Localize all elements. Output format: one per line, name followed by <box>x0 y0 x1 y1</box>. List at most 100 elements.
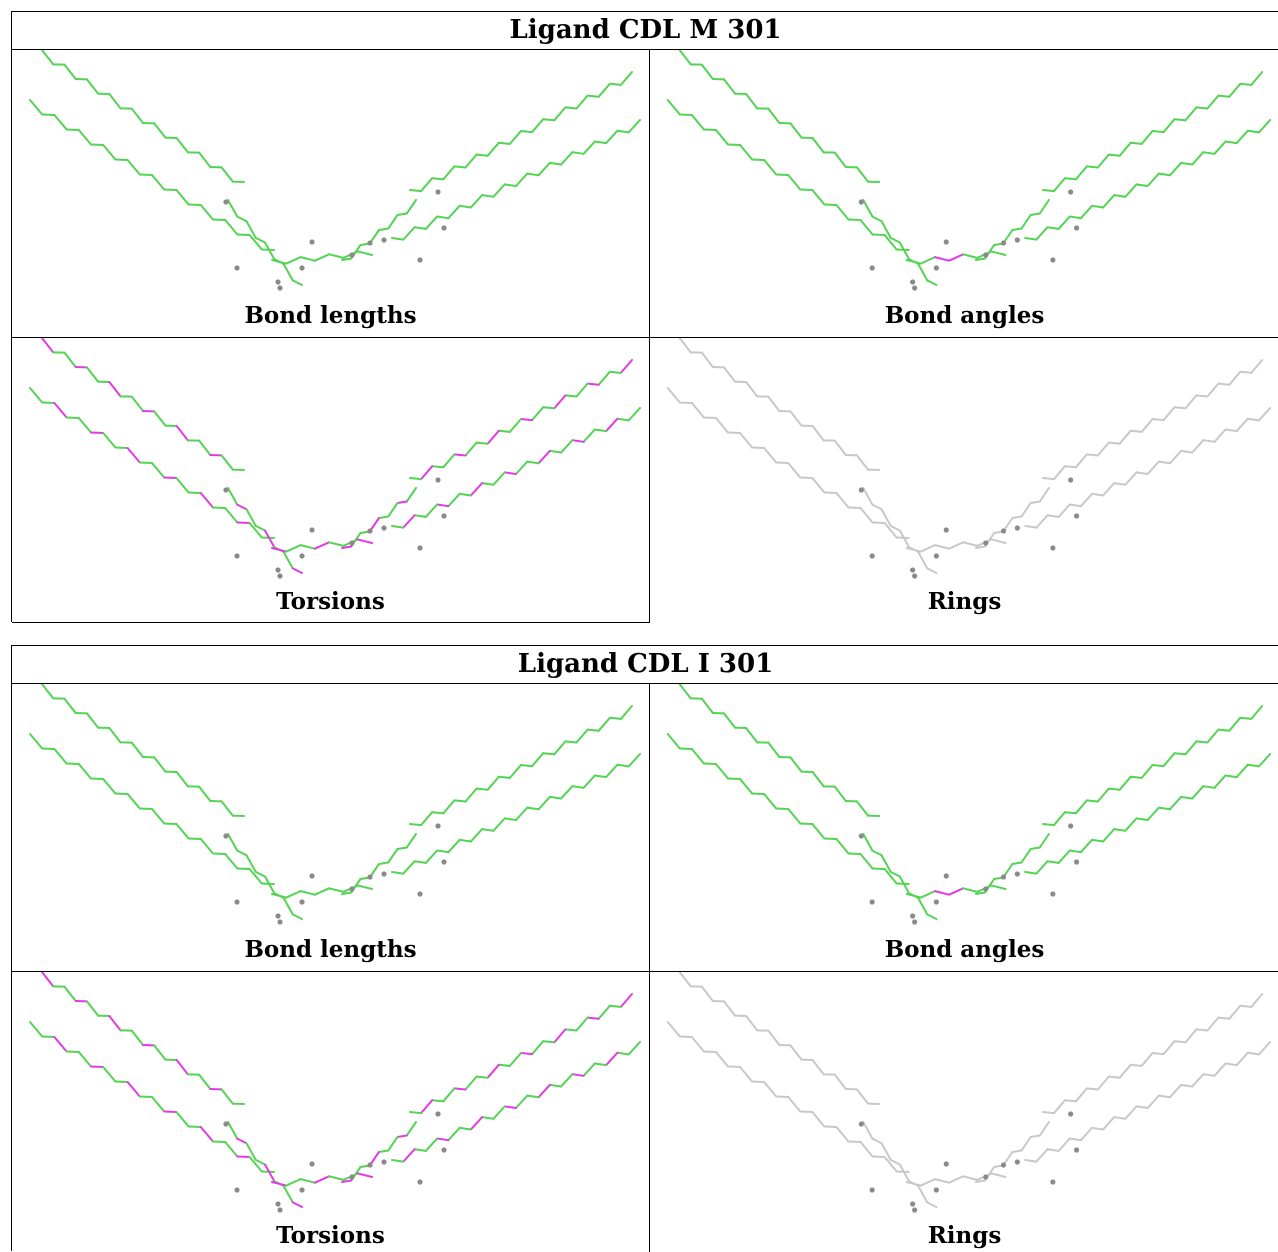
bond-line <box>1248 419 1259 421</box>
bond-line <box>177 426 188 440</box>
bond-line <box>140 809 152 810</box>
bond-line <box>1036 861 1047 873</box>
bond-line <box>1170 163 1181 175</box>
bond-line <box>935 545 949 549</box>
bond-line <box>426 217 437 229</box>
atom-marker <box>1050 1179 1055 1184</box>
bond-line <box>199 787 210 801</box>
bond-line <box>1142 1053 1153 1066</box>
bond-line <box>30 388 42 403</box>
bond-line <box>103 779 115 794</box>
bond-line <box>561 786 572 798</box>
bond-line <box>1098 155 1109 168</box>
bond-line <box>1036 227 1047 239</box>
bond-line <box>115 1082 127 1083</box>
bond-line <box>132 743 143 757</box>
bond-line <box>477 789 488 790</box>
bond-line <box>358 539 372 543</box>
bond-line <box>199 1075 210 1089</box>
bond-line <box>64 987 75 1001</box>
bond-line <box>301 891 315 895</box>
bond-line <box>1229 84 1240 97</box>
bond-line <box>1203 786 1214 788</box>
atom-marker <box>435 477 440 482</box>
bond-line <box>891 526 900 531</box>
bond-line <box>1120 431 1131 444</box>
bond-line <box>521 1053 532 1054</box>
bond-line <box>201 1127 213 1142</box>
bond-line <box>680 115 692 116</box>
atom-marker <box>1001 528 1006 533</box>
bond-line <box>1214 429 1225 441</box>
bond-line <box>140 463 152 464</box>
bond-line <box>857 1089 868 1103</box>
bond-line <box>554 741 565 754</box>
bond-line <box>949 1176 963 1182</box>
bond-line <box>1142 765 1153 778</box>
bond-line <box>891 872 900 877</box>
bond-line <box>716 418 728 433</box>
bond-line <box>67 418 79 419</box>
bond-line <box>222 1089 233 1103</box>
panel-label: Bond lengths <box>12 936 649 963</box>
bond-line <box>617 419 628 421</box>
bond-line <box>543 1041 554 1042</box>
bond-line <box>599 84 610 97</box>
bond-line <box>42 684 53 698</box>
bond-line <box>629 408 640 420</box>
bond-line <box>1109 155 1120 156</box>
bond-line <box>740 779 752 794</box>
atom-marker <box>859 833 864 838</box>
bond-line <box>595 429 606 431</box>
bond-line <box>510 419 521 432</box>
bond-line <box>1092 206 1103 208</box>
bond-line <box>176 1112 188 1127</box>
bond-line <box>692 403 704 418</box>
bond-line <box>680 684 691 698</box>
bond-line <box>617 131 628 133</box>
bond-line <box>176 824 188 839</box>
bond-line <box>716 1052 728 1067</box>
bond-line <box>776 175 788 176</box>
bond-line <box>286 891 300 897</box>
bond-line <box>668 388 680 403</box>
bond-line <box>516 808 527 820</box>
bond-line <box>621 72 632 85</box>
bond-line <box>1181 797 1192 799</box>
bond-line <box>532 1041 543 1054</box>
bond-line <box>824 493 836 494</box>
bond-line <box>426 505 437 517</box>
bond-line <box>724 713 735 727</box>
bond-line <box>1148 174 1159 186</box>
bond-line <box>1040 1122 1049 1136</box>
bond-line <box>1251 360 1262 373</box>
bond-line <box>746 728 757 742</box>
bond-line <box>949 542 963 548</box>
bond-line <box>812 478 824 493</box>
bond-line <box>164 824 176 825</box>
bond-line <box>315 888 329 894</box>
bond-line <box>824 1127 836 1128</box>
bond-line <box>588 1018 599 1019</box>
bond-line <box>680 50 691 64</box>
bond-line <box>1214 141 1225 153</box>
bond-line <box>1175 407 1186 408</box>
bond-line <box>392 872 403 874</box>
bond-line <box>67 130 79 131</box>
bond-line <box>740 1067 752 1082</box>
bond-line <box>315 254 329 260</box>
bond-line <box>1076 1088 1087 1101</box>
bond-line <box>64 65 75 79</box>
bond-line <box>776 463 788 464</box>
bond-line <box>1070 217 1081 219</box>
bond-line <box>189 839 201 840</box>
bond-line <box>225 854 237 869</box>
bond-line <box>1181 451 1192 453</box>
atom-marker <box>381 525 386 530</box>
bond-line <box>1040 200 1049 214</box>
bond-line <box>577 730 588 743</box>
bond-line <box>1207 96 1218 109</box>
atom-marker <box>299 1187 304 1192</box>
bond-line <box>448 840 459 852</box>
bond-line <box>680 338 691 352</box>
